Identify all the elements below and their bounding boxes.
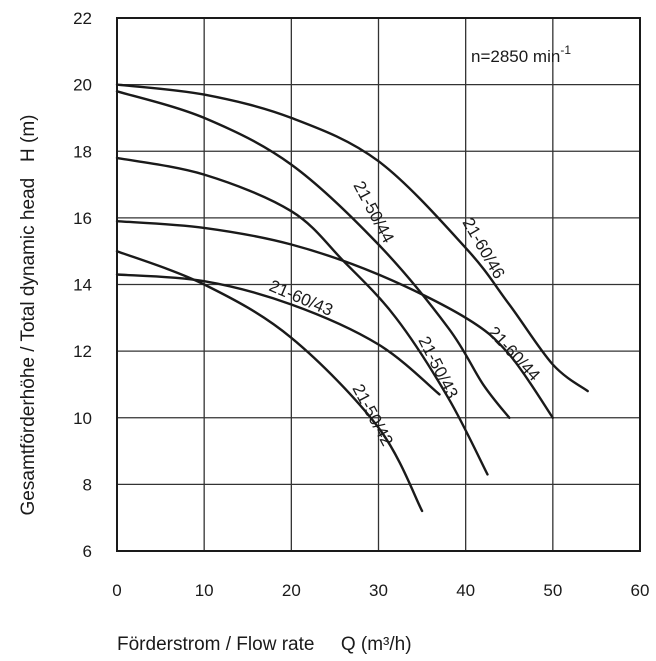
y-tick-label: 6 [83,542,92,561]
x-tick-label: 10 [195,581,214,600]
curve-21-50-42 [115,250,424,513]
curve-21-60-46 [115,83,589,393]
x-tick-label: 50 [543,581,562,600]
y-tick-label: 20 [73,76,92,95]
x-tick-labels: 0 10 20 30 40 50 60 [112,581,649,600]
y-tick-label: 22 [73,9,92,28]
x-axis-title: Förderstrom / Flow rate Q (m³/h) [117,634,412,655]
y-tick-label: 18 [73,142,92,161]
y-tick-label: 14 [73,276,92,295]
y-tick-labels: 6 8 10 12 14 16 18 20 22 [73,9,92,561]
curve-21-60-43 [115,273,441,396]
y-axis-title: Gesamtförderhöhe / Total dynamic head H … [18,115,39,516]
curve-21-50-44 [115,90,511,419]
x-tick-label: 20 [282,581,301,600]
x-tick-label: 0 [112,581,121,600]
speed-annotation-main: n=2850 min [471,47,560,66]
y-tick-label: 10 [73,409,92,428]
plot-frame [116,17,641,552]
x-tick-label: 40 [456,581,475,600]
x-tick-label: 30 [369,581,388,600]
curves [115,83,589,513]
curve-21-50-43 [115,156,489,476]
x-tick-label: 60 [631,581,650,600]
speed-annotation: n=2850 min-1 [471,43,571,66]
y-tick-label: 8 [83,475,92,494]
y-tick-label: 16 [73,209,92,228]
speed-annotation-exponent: -1 [560,43,571,57]
y-tick-label: 12 [73,342,92,361]
curve-21-60-44 [115,220,554,419]
grid [117,18,640,551]
